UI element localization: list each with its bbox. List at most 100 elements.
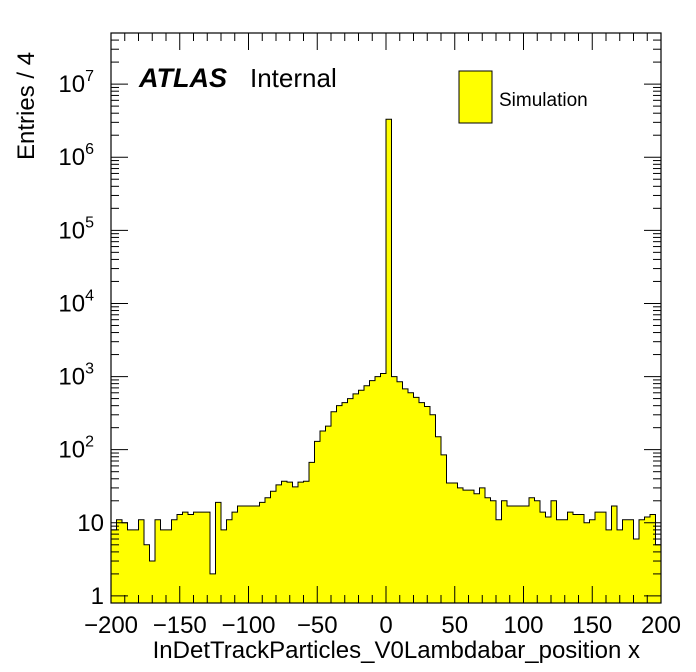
histogram-bin	[215, 502, 222, 603]
histogram-bin	[331, 411, 337, 603]
histogram-bin	[166, 529, 172, 603]
histogram-bin	[320, 431, 326, 603]
histogram-bin	[353, 393, 359, 603]
x-tick-label: 150	[572, 612, 612, 639]
histogram-bin	[292, 486, 299, 603]
histogram-bin	[463, 490, 469, 603]
y-axis-ticks	[111, 32, 661, 597]
x-tick-label: −100	[221, 612, 275, 639]
histogram-bin	[122, 522, 128, 603]
histogram-bin	[248, 505, 255, 603]
histogram-bin	[204, 512, 211, 603]
histogram-bin	[111, 529, 117, 603]
histogram-outline	[110, 118, 662, 603]
histogram-bin	[386, 119, 392, 603]
legend-label-simulation: Simulation	[499, 90, 588, 111]
histogram-bin	[617, 529, 623, 603]
histogram-bin	[358, 390, 365, 603]
histogram-bin	[518, 505, 524, 603]
histogram-bin	[155, 519, 161, 603]
histogram-bin	[413, 397, 420, 603]
histogram-bin	[259, 502, 266, 603]
histogram-bin	[507, 505, 513, 603]
histogram-bin	[342, 402, 348, 603]
histogram-bin	[419, 402, 425, 603]
x-tick-label: 0	[379, 612, 392, 639]
y-tick-label: 106	[58, 141, 94, 171]
histogram-bin	[221, 529, 227, 603]
histogram-bin	[199, 512, 205, 603]
histogram-bin	[232, 512, 238, 603]
histogram-bin	[287, 482, 293, 603]
histogram-bin	[424, 406, 431, 603]
y-axis-tick-labels: 1 10 102 103 104 105 106 107	[58, 68, 104, 610]
histogram-bin	[309, 462, 315, 603]
histogram-bin	[325, 426, 332, 603]
x-tick-label: −150	[153, 612, 207, 639]
atlas-label: ATLAS	[138, 63, 227, 93]
histogram-bin	[589, 519, 596, 603]
histogram-bin	[523, 505, 530, 603]
histogram-bin	[127, 529, 134, 603]
histogram-bin	[633, 539, 640, 603]
x-tick-label: 50	[441, 612, 468, 639]
histogram-bin	[628, 519, 634, 603]
histogram-bin	[144, 544, 150, 603]
histogram-bin	[468, 490, 475, 603]
histogram-bin	[210, 573, 216, 603]
histogram-bin	[611, 505, 618, 603]
histogram-bin	[545, 517, 552, 603]
legend-swatch	[458, 70, 493, 124]
y-tick-label: 103	[58, 361, 94, 391]
histogram-bin	[540, 512, 546, 603]
histogram-bin	[397, 381, 403, 603]
histogram-bin	[314, 441, 321, 603]
histogram-bin	[501, 500, 508, 603]
histogram-bin	[479, 487, 486, 603]
histogram-bin	[149, 561, 156, 603]
histogram-bin	[441, 454, 447, 603]
x-tick-label: 100	[503, 612, 543, 639]
histogram-bin	[600, 512, 607, 603]
histogram-bin	[254, 505, 260, 603]
histogram-bin	[622, 519, 629, 603]
histogram-bin	[644, 517, 651, 603]
histogram-bin	[375, 376, 381, 603]
histogram-bin	[595, 512, 601, 603]
y-axis-label: Entries / 4	[13, 52, 40, 160]
histogram-bin	[270, 491, 277, 603]
histogram-bin	[171, 519, 178, 603]
histogram-bin	[430, 414, 436, 603]
y-tick-label: 10	[77, 510, 104, 537]
histogram-bin	[639, 519, 645, 603]
histogram-bin	[474, 493, 480, 603]
y-tick-label: 105	[58, 214, 94, 244]
histogram-bin	[177, 514, 183, 603]
histogram-bin	[380, 373, 387, 603]
x-tick-label: −50	[297, 612, 338, 639]
histogram-bin	[298, 482, 304, 603]
histogram-bin	[182, 512, 189, 603]
histogram-bin	[160, 529, 167, 603]
histogram-bin	[650, 514, 656, 603]
histogram-bin	[551, 500, 557, 603]
histogram-bin	[265, 497, 271, 603]
histogram-bin	[534, 500, 541, 603]
histogram-bin	[529, 497, 535, 603]
histogram-bin	[276, 484, 282, 603]
histogram-bin	[457, 487, 464, 603]
histogram-bin	[408, 392, 414, 603]
histogram-bin	[606, 529, 612, 603]
x-tick-label: 200	[641, 612, 681, 639]
histogram-bars	[111, 119, 662, 603]
x-tick-label: −200	[84, 612, 138, 639]
histogram-bin	[138, 519, 145, 603]
histogram-bin	[573, 514, 579, 603]
histogram-bin	[281, 481, 288, 603]
y-tick-label: 102	[58, 434, 94, 464]
histogram-bin	[237, 505, 244, 603]
histogram-bin	[512, 505, 519, 603]
histogram-bin	[402, 388, 409, 603]
histogram-bin	[226, 519, 233, 603]
x-axis-tick-labels: −200 −150 −100 −50 0 50 100 150 200	[84, 612, 681, 639]
